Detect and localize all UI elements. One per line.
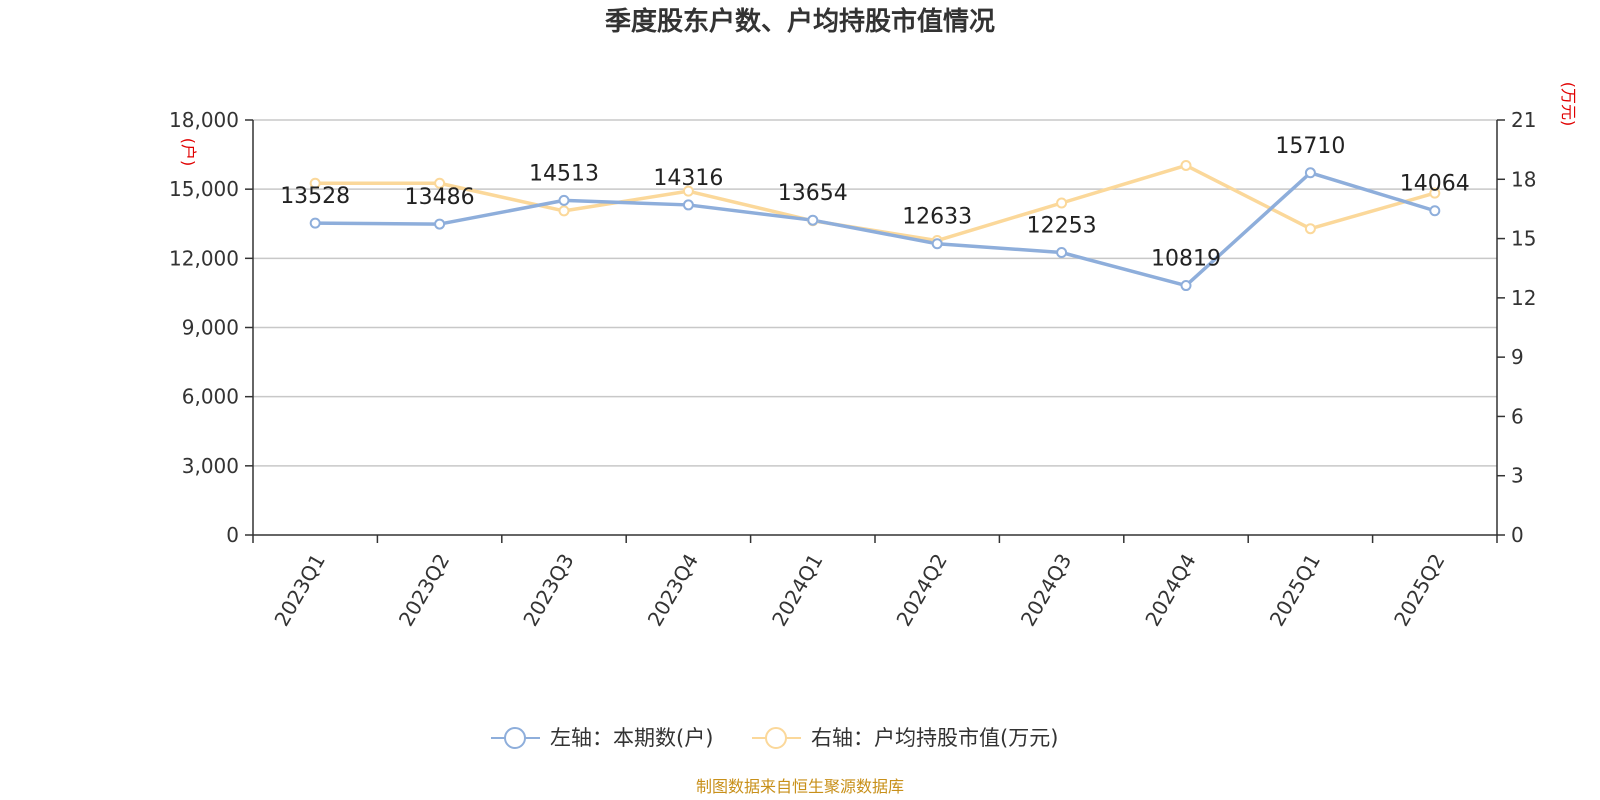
legend-label-right: 右轴：户均持股市值(万元) [811,726,1058,750]
data-label: 14064 [1400,172,1470,197]
legend-label-left: 左轴：本期数(户) [550,726,713,750]
right-axis-tick-label: 6 [1511,404,1524,428]
right-series-point [1304,223,1316,235]
right-series-point [434,177,446,189]
right-axis-tick-label: 0 [1511,523,1524,547]
x-axis-tick-label: 2025Q1 [1265,550,1325,631]
x-axis-tick-label: 2024Q3 [1016,550,1076,631]
left-series-point [309,217,321,229]
right-series-point [1429,187,1441,199]
left-series-point [1056,247,1068,259]
x-axis-tick-label: 2024Q4 [1140,550,1200,631]
left-series-line [315,171,1436,288]
x-axis-tick-label: 2025Q2 [1389,550,1449,631]
right-axis-tick-label: 9 [1511,345,1524,369]
left-series-point [1180,280,1192,292]
x-axis-tick-label: 2024Q2 [891,550,951,631]
legend-item-left-series[interactable]: 左轴：本期数(户) [491,726,713,750]
left-axis-tick-label: 9,000 [182,316,239,340]
left-series-point [682,199,694,211]
right-axis-tick-label: 21 [1511,108,1536,132]
source-note: 制图数据来自恒生聚源数据库 [696,777,904,796]
left-series-point [807,214,819,226]
data-label: 13486 [405,185,475,210]
right-axis-tick-label: 12 [1511,286,1536,310]
right-series-point [1056,197,1068,209]
left-axis-tick-label: 12,000 [169,246,239,270]
legend-item-right-series[interactable]: 右轴：户均持股市值(万元) [752,726,1058,750]
left-axis-tick-label: 6,000 [182,385,239,409]
left-axis-tick-label: 15,000 [169,177,239,201]
x-axis-tick-label: 2023Q4 [643,550,703,631]
right-axis-tick-label: 3 [1511,464,1524,488]
right-series-line [315,163,1436,243]
right-axis-unit: (万元) [1559,82,1578,127]
data-label: 12633 [902,205,972,230]
left-axis-tick-label: 18,000 [169,108,239,132]
left-axis-tick-label: 0 [226,523,239,547]
left-series-point [1304,167,1316,179]
data-label: 13528 [280,184,350,209]
right-axis-tick-label: 18 [1511,167,1536,191]
right-series-point [558,205,570,217]
series-lines [315,163,1436,288]
legend[interactable]: 左轴：本期数(户) 右轴：户均持股市值(万元) [491,726,1058,750]
left-series-point [434,218,446,230]
axes: 0 3,000 6,000 9,000 12,000 15,000 18,000 0 3 6 9 12… [169,108,1536,630]
data-label: 12253 [1027,214,1097,239]
data-label: 10819 [1151,247,1221,272]
left-axis-unit: (户) [179,138,198,167]
left-series-point [1429,205,1441,217]
data-labels: 13528 13486 14513 14316 13654 12633 12253 10819… [280,134,1470,272]
legend-marker-right [765,727,787,749]
series-points [309,159,1441,292]
data-label: 15710 [1275,134,1345,159]
x-axis-tick-label: 2024Q1 [767,550,827,631]
chart-title: 季度股东户数、户均持股市值情况 [605,6,995,37]
x-axis-tick-label: 2023Q2 [394,550,454,631]
data-label: 14513 [529,161,599,186]
x-axis-tick-label: 2023Q3 [518,550,578,631]
left-series-point [931,238,943,250]
x-axis-tick-label: 2023Q1 [269,550,329,631]
right-series-point [682,185,694,197]
right-series-point [1180,159,1192,171]
data-label: 13654 [778,181,848,206]
right-axis-tick-label: 15 [1511,227,1536,251]
left-axis-tick-label: 3,000 [182,454,239,478]
legend-marker-left [504,727,526,749]
data-label: 14316 [653,166,723,191]
left-series-point [558,194,570,206]
right-series-point [309,177,321,189]
